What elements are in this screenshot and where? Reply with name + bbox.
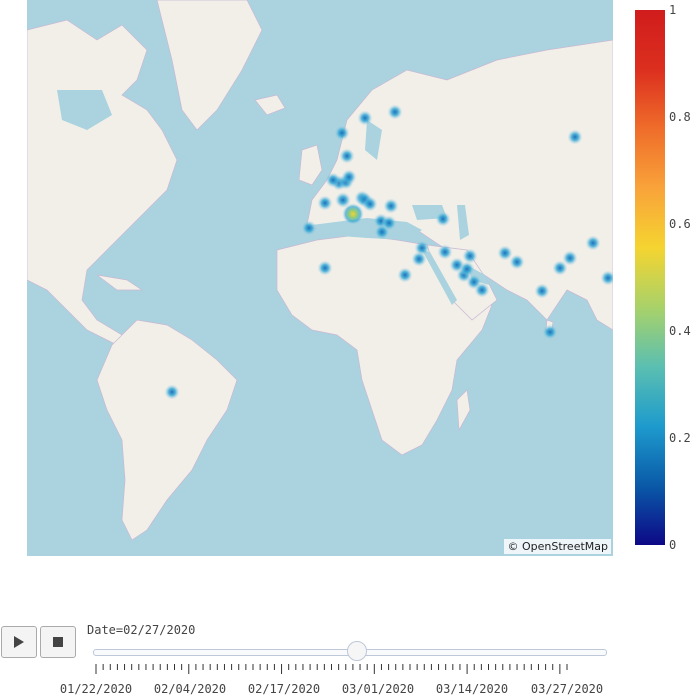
current-date-label: Date=02/27/2020 xyxy=(87,623,195,637)
map-attribution[interactable]: © OpenStreetMap xyxy=(504,539,611,554)
colorbar-tick-1: 1 xyxy=(669,3,677,17)
play-icon xyxy=(14,636,24,648)
hotspot-oman[interactable] xyxy=(459,261,475,277)
colorbar-tick-0-6: 0.6 xyxy=(669,217,691,231)
iceland xyxy=(254,94,286,116)
hotspot-sweden[interactable] xyxy=(339,148,355,164)
colorbar-tick-0-2: 0.2 xyxy=(669,431,691,445)
red-sea xyxy=(422,250,457,305)
colorbar xyxy=(635,10,665,545)
hotspot-switzerland[interactable] xyxy=(335,192,351,208)
hotspot-netherlands[interactable] xyxy=(341,169,357,185)
density-map[interactable]: © OpenStreetMap xyxy=(27,0,613,556)
greenland xyxy=(156,0,263,131)
slider-tick-label[interactable]: 03/01/2020 xyxy=(341,682,415,696)
play-button[interactable] xyxy=(1,626,37,658)
colorbar-gradient xyxy=(635,10,665,545)
hotspot-russia[interactable] xyxy=(567,129,583,145)
hotspot-thailand[interactable] xyxy=(600,270,613,286)
slider-tick-label[interactable]: 03/14/2020 xyxy=(435,682,509,696)
date-slider-knob[interactable] xyxy=(346,641,367,661)
hotspot-united-kingdom[interactable] xyxy=(325,172,341,188)
hotspot-pakistan[interactable] xyxy=(509,254,525,270)
hotspot-morocco[interactable] xyxy=(317,260,333,276)
hotspot-china-west[interactable] xyxy=(562,250,578,266)
slider-tick-label[interactable]: 02/17/2020 xyxy=(247,682,321,696)
slider-ticks xyxy=(95,664,568,674)
date-value: 02/27/2020 xyxy=(123,623,196,637)
cuba xyxy=(96,274,144,291)
hotspot-brazil[interactable] xyxy=(164,384,180,400)
colorbar-tick-0-8: 0.8 xyxy=(669,110,691,124)
north-america xyxy=(27,19,178,346)
hotspot-finland[interactable] xyxy=(357,110,373,126)
colorbar-tick-0-4: 0.4 xyxy=(669,324,691,338)
hotspot-spain[interactable] xyxy=(317,195,333,211)
madagascar xyxy=(456,389,471,432)
hotspot-estonia[interactable] xyxy=(387,104,403,120)
baltic-sea xyxy=(365,120,382,160)
stop-icon xyxy=(53,637,63,647)
hotspot-italy[interactable] xyxy=(342,203,364,225)
caspian-sea xyxy=(457,205,469,240)
hotspot-united-arab-emirates[interactable] xyxy=(474,282,490,298)
map-canvas[interactable] xyxy=(27,0,613,556)
landmasses xyxy=(27,0,613,541)
hotspot-romania[interactable] xyxy=(383,198,399,214)
south-america xyxy=(96,319,238,541)
slider-tick-label[interactable]: 01/22/2020 xyxy=(59,682,133,696)
slider-tick-label[interactable]: 03/27/2020 xyxy=(530,682,604,696)
date-prefix: Date= xyxy=(87,623,124,637)
hotspot-portugal[interactable] xyxy=(301,220,317,236)
hotspot-china[interactable] xyxy=(585,235,601,251)
hotspot-algeria[interactable] xyxy=(397,267,413,283)
hotspot-georgia[interactable] xyxy=(435,211,451,227)
hudson-bay xyxy=(57,90,112,130)
hotspot-layer xyxy=(164,104,613,400)
hotspot-nepal[interactable] xyxy=(552,260,568,276)
colorbar-tick-0: 0 xyxy=(669,538,677,552)
hotspot-sri-lanka[interactable] xyxy=(542,324,558,340)
hotspot-norway[interactable] xyxy=(334,125,350,141)
hotspot-afghanistan[interactable] xyxy=(497,245,513,261)
hotspot-iraq[interactable] xyxy=(437,244,453,260)
hotspot-north-macedonia[interactable] xyxy=(381,215,397,231)
hotspot-israel[interactable] xyxy=(411,251,427,267)
hotspot-iran[interactable] xyxy=(462,248,478,264)
uk xyxy=(298,144,323,186)
slider-tick-label[interactable]: 02/04/2020 xyxy=(153,682,227,696)
stop-button[interactable] xyxy=(40,626,76,658)
hotspot-india[interactable] xyxy=(534,283,550,299)
hotspot-austria[interactable] xyxy=(362,196,378,212)
